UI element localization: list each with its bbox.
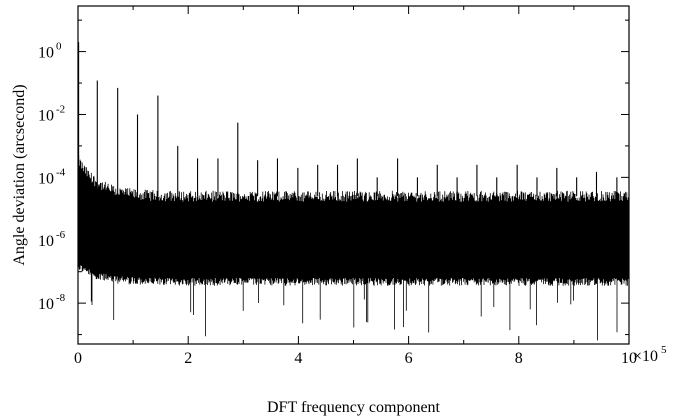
x-tick-label-5: 10: [621, 350, 637, 367]
y-tick-label-3: 10 -6: [38, 229, 66, 250]
y-tick-label-2: 10 -4: [38, 166, 66, 187]
y-tick-label-0: 10 0: [38, 41, 62, 62]
x-tick-label-0: 0: [74, 350, 82, 367]
x-multiplier-exponent: 5: [661, 344, 667, 356]
x-tick-label-3: 6: [405, 350, 413, 367]
x-tick-label-2: 4: [294, 350, 302, 367]
y-tick-label-1: 10 -2: [38, 103, 65, 124]
x-tick-label-4: 8: [515, 350, 523, 367]
x-multiplier-label: ×10: [633, 348, 658, 365]
y-tick-label-4: 10 -8: [38, 292, 66, 313]
noise-band: [77, 155, 630, 341]
x-axis-title: DFT frequency component: [267, 399, 441, 416]
data-layer: [77, 42, 630, 341]
x-tick-label-1: 2: [184, 350, 192, 367]
y-axis-title: Angle deviation (arcsecond): [11, 84, 28, 265]
